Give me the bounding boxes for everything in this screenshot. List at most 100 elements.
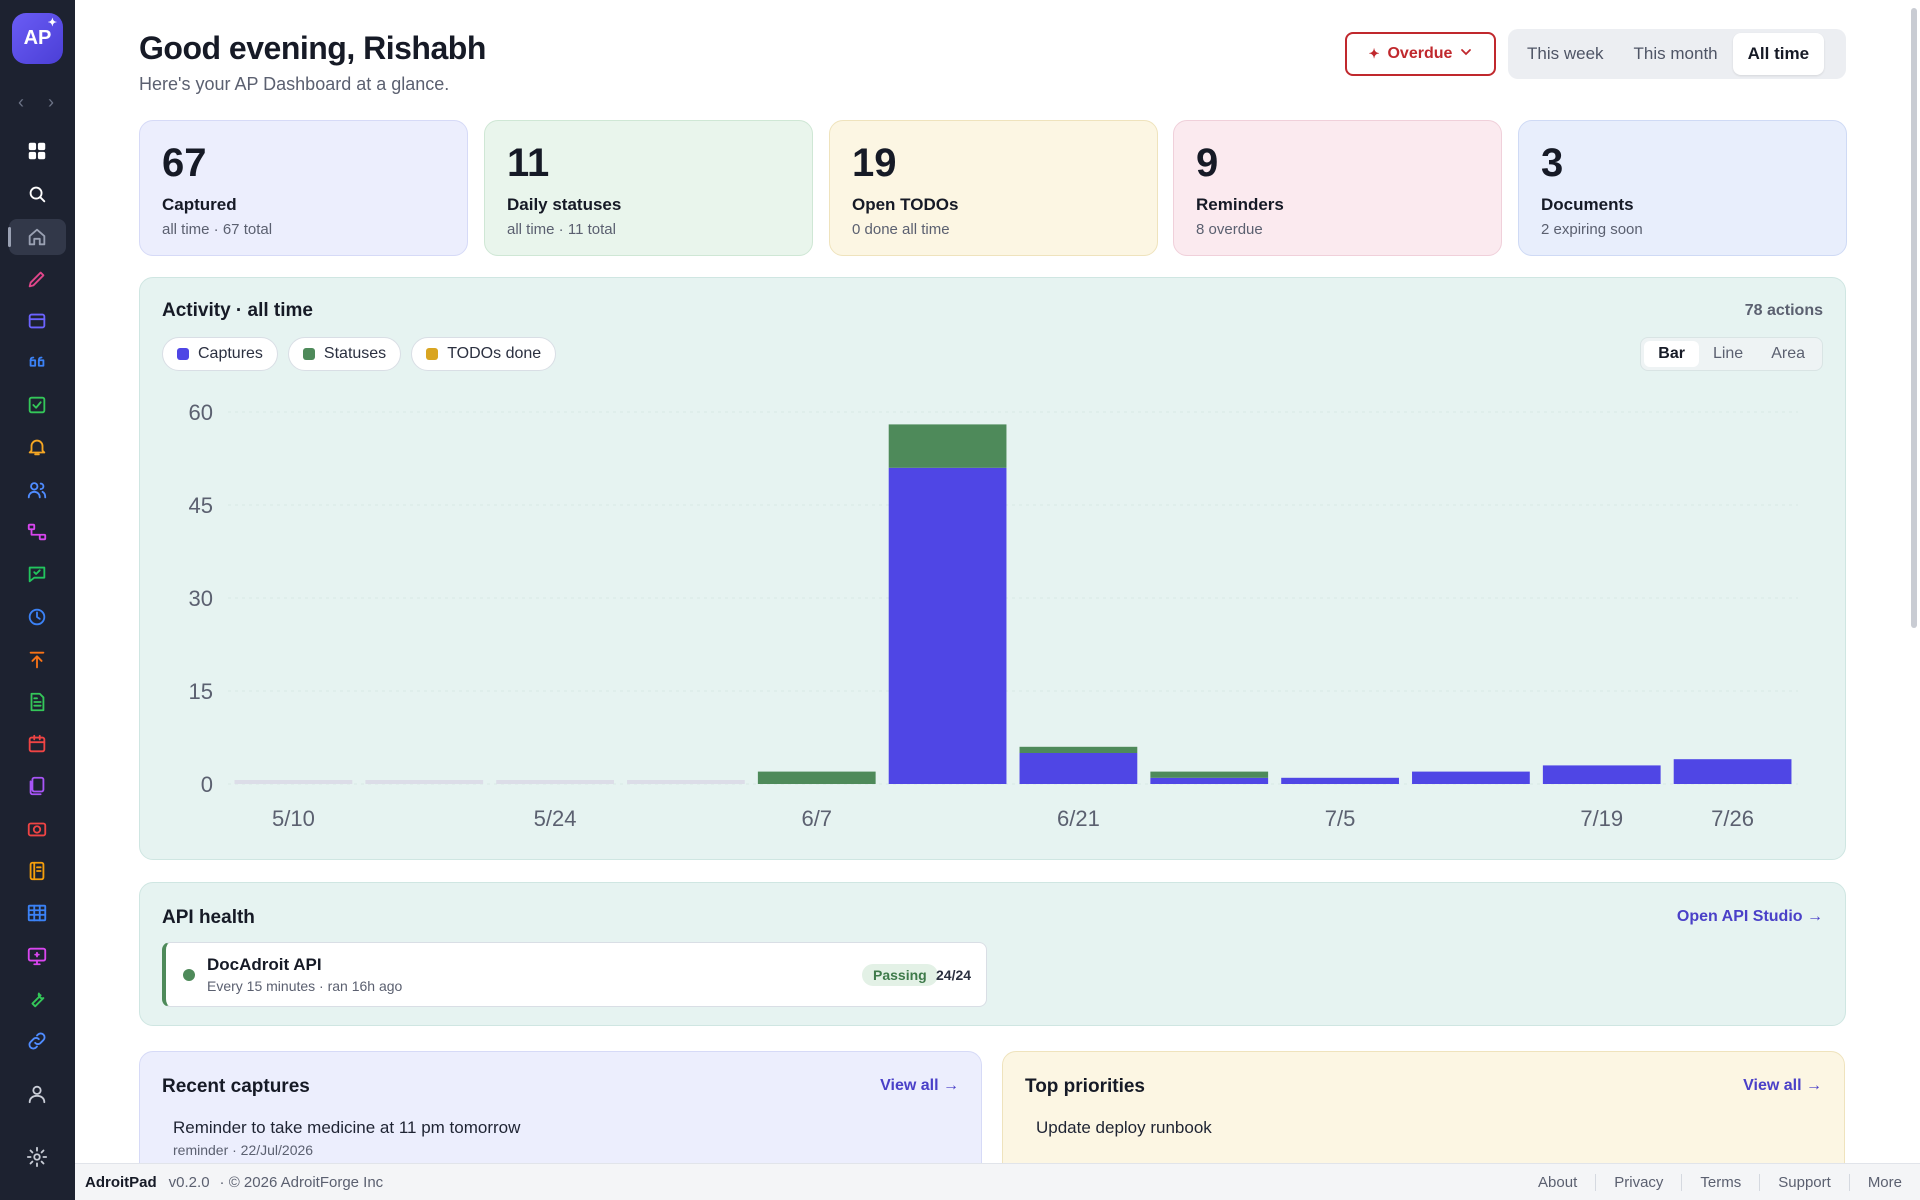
api-health-panel: API health Open API Studio → DocAdroit A… xyxy=(139,882,1846,1026)
pencil-icon[interactable] xyxy=(22,264,52,294)
quote-icon[interactable] xyxy=(22,348,52,378)
x-tick-label: 5/24 xyxy=(534,806,577,831)
users-icon[interactable] xyxy=(22,475,52,505)
bar-segment xyxy=(1150,771,1269,778)
stat-card-captured[interactable]: 67 Captured all time · 67 total xyxy=(139,120,468,256)
back-arrow-icon[interactable]: ‹ xyxy=(18,92,24,112)
range-this-month[interactable]: This month xyxy=(1633,44,1718,63)
bell-icon[interactable] xyxy=(22,432,52,462)
logo-text: AP xyxy=(23,27,52,49)
chart-type-selector: Bar Line Area xyxy=(1640,337,1823,371)
open-api-studio-link[interactable]: Open API Studio → xyxy=(1676,908,1823,925)
x-tick-label: 6/7 xyxy=(801,806,832,831)
range-all-time[interactable]: All time xyxy=(1732,33,1825,75)
activity-panel: 0 15 30 45 60 5/10 5/24 6/7 6/21 7/5 7/19 7/26 Acti… xyxy=(139,277,1846,860)
legend-captures[interactable]: Captures xyxy=(162,337,278,371)
user-icon[interactable] xyxy=(22,1079,52,1109)
files-icon[interactable] xyxy=(22,771,52,801)
capture-item-meta: reminder · 22/Jul/2026 xyxy=(173,1142,314,1158)
empty-bar xyxy=(496,780,614,784)
sidebar-active-highlight xyxy=(9,219,66,255)
overdue-filter-button[interactable]: ✦ Overdue xyxy=(1345,32,1496,76)
page-title: Good evening, Rishabh xyxy=(139,30,486,66)
empty-bar xyxy=(234,780,353,784)
sidebar: AP ✦ ‹ › xyxy=(0,0,75,1200)
legend-swatch xyxy=(177,348,189,360)
y-tick-label: 15 xyxy=(189,679,213,704)
recent-captures-title: Recent captures xyxy=(162,1076,310,1097)
screen-icon[interactable] xyxy=(22,941,52,971)
stat-label: Open TODOs xyxy=(852,195,959,214)
range-this-week[interactable]: This week xyxy=(1527,44,1604,63)
bar-segment xyxy=(1412,771,1530,784)
bar-segment xyxy=(1542,765,1661,784)
x-tick-label: 6/21 xyxy=(1057,806,1100,831)
stat-sub: all time · 11 total xyxy=(507,221,616,238)
link-icon[interactable] xyxy=(22,1026,52,1056)
inbox-icon[interactable] xyxy=(22,306,52,336)
upload-icon[interactable] xyxy=(22,645,52,675)
stat-sub: 2 expiring soon xyxy=(1541,221,1643,238)
table-icon[interactable] xyxy=(22,898,52,928)
bar-segment xyxy=(757,771,876,784)
footer-link-about[interactable]: About xyxy=(1538,1174,1578,1191)
legend-swatch xyxy=(302,348,315,360)
calendar-icon[interactable] xyxy=(22,729,52,759)
page-scrollbar[interactable] xyxy=(1911,8,1917,628)
api-health-item[interactable]: DocAdroit API Every 15 minutes · ran 16h… xyxy=(162,942,987,1007)
settings-icon[interactable] xyxy=(22,1142,52,1172)
stat-sub: all time · 67 total xyxy=(162,221,273,238)
recent-captures-view-all[interactable]: View all → xyxy=(880,1077,959,1094)
x-tick-label: 7/19 xyxy=(1580,806,1623,831)
app-logo[interactable]: AP ✦ xyxy=(12,13,63,64)
bar-segment xyxy=(888,424,1007,468)
stat-card-reminders[interactable]: 9 Reminders 8 overdue xyxy=(1173,120,1502,256)
status-badge: Passing xyxy=(862,964,938,986)
priority-item[interactable]: Update deploy runbook xyxy=(1036,1118,1212,1137)
api-health-title: API health xyxy=(162,907,255,928)
footer-link-terms[interactable]: Terms xyxy=(1681,1174,1759,1191)
bar-segment xyxy=(1019,746,1138,753)
stat-sub: 8 overdue xyxy=(1196,221,1263,238)
camera-icon[interactable] xyxy=(22,814,52,844)
footer: AdroitPad v0.2.0 · © 2026 AdroitForge In… xyxy=(75,1163,1920,1200)
bar-segment xyxy=(1673,759,1792,784)
notebook-icon[interactable] xyxy=(22,856,52,886)
top-priorities-view-all[interactable]: View all → xyxy=(1743,1077,1822,1094)
chart-type-bar[interactable]: Bar xyxy=(1644,341,1699,367)
flow-icon[interactable] xyxy=(22,517,52,547)
footer-link-privacy[interactable]: Privacy xyxy=(1595,1174,1681,1191)
legend-statuses[interactable]: Statuses xyxy=(287,337,402,371)
forward-arrow-icon[interactable]: › xyxy=(48,92,54,112)
stat-value: 9 xyxy=(1196,141,1219,185)
stat-card-daily-statuses[interactable]: 11 Daily statuses all time · 11 total xyxy=(484,120,813,256)
clock-icon[interactable] xyxy=(22,602,52,632)
document-icon[interactable] xyxy=(22,687,52,717)
footer-link-more[interactable]: More xyxy=(1848,1174,1920,1191)
x-tick-label: 7/26 xyxy=(1711,806,1754,831)
stat-card-open-todos[interactable]: 19 Open TODOs 0 done all time xyxy=(829,120,1158,256)
history-nav: ‹ › xyxy=(13,92,59,113)
y-tick-label: 60 xyxy=(189,400,213,425)
api-pass-ratio: 24/24 xyxy=(936,967,972,983)
search-icon[interactable] xyxy=(22,179,52,209)
chart-legend: Captures Statuses TODOs done xyxy=(162,337,557,371)
capture-item-text[interactable]: Reminder to take medicine at 11 pm tomor… xyxy=(173,1118,521,1137)
footer-link-support[interactable]: Support xyxy=(1759,1174,1849,1191)
chat-icon[interactable] xyxy=(22,559,52,589)
footer-links: About Privacy Terms Support More xyxy=(1520,1164,1920,1200)
chevron-down-icon xyxy=(1460,45,1472,63)
api-name: DocAdroit API xyxy=(207,955,322,974)
x-tick-label: 5/10 xyxy=(272,806,315,831)
stat-card-documents[interactable]: 3 Documents 2 expiring soon xyxy=(1518,120,1847,256)
legend-todos-done[interactable]: TODOs done xyxy=(411,337,557,371)
home-icon[interactable] xyxy=(22,222,52,252)
legend-label: Statuses xyxy=(323,345,387,362)
chart-type-area[interactable]: Area xyxy=(1771,345,1805,362)
wrench-icon[interactable] xyxy=(22,984,52,1014)
activity-chart: 0 15 30 45 60 5/10 5/24 6/7 6/21 7/5 7/19 7/26 xyxy=(189,400,1798,831)
stat-value: 67 xyxy=(162,141,207,185)
checkbox-icon[interactable] xyxy=(22,390,52,420)
grid-icon[interactable] xyxy=(22,136,52,166)
chart-type-line[interactable]: Line xyxy=(1712,345,1744,362)
